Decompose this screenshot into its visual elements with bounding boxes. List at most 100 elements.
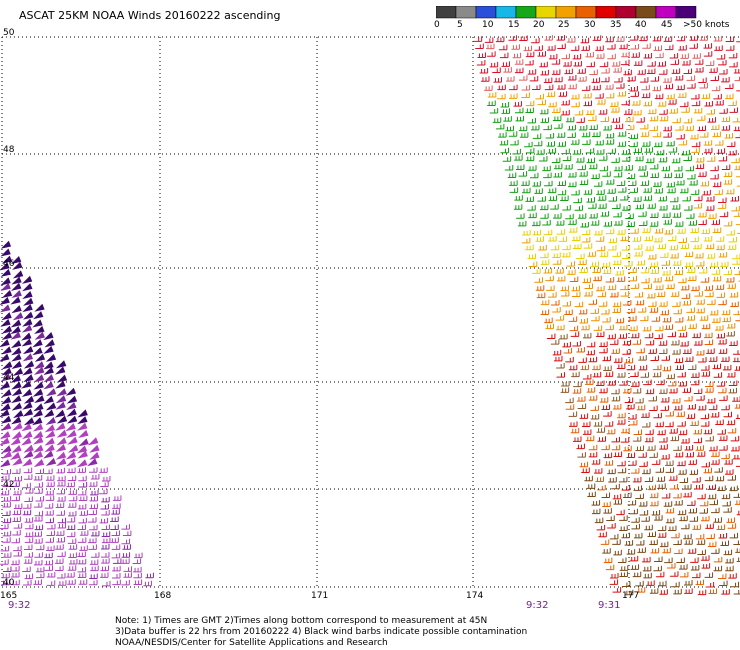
wind-barb [580,364,589,371]
wind-barb [57,496,66,502]
wind-barb [12,270,24,279]
wind-barb [611,117,621,123]
wind-barb [683,155,692,162]
wind-barb [679,187,689,194]
wind-barb [622,339,632,346]
wind-barb [705,291,714,298]
wind-barb [32,423,44,432]
wind-barb [522,187,531,194]
wind-barb [57,523,67,529]
wind-barb [678,237,687,244]
wind-barb [715,99,724,106]
wind-barb [723,549,733,556]
wind-barb [730,435,740,442]
wind-barb [576,396,586,402]
wind-barb [685,165,695,172]
wind-barb [580,37,590,44]
wind-barb [701,371,711,377]
wind-barb [647,108,657,115]
wind-barb [707,299,716,305]
wind-barb [55,530,65,536]
wind-barb [641,141,651,147]
wind-barb [561,381,570,387]
wind-barb [660,309,669,316]
wind-barb [571,291,581,297]
wind-barb [601,492,611,498]
wind-barb [678,469,687,475]
wind-barb [609,579,619,585]
wind-barb [632,571,642,578]
wind-barb [514,107,524,114]
wind-barb [703,51,713,57]
wind-barb [712,363,721,370]
wind-barb [32,409,43,418]
wind-barb [570,139,580,145]
wind-barb [538,244,547,251]
wind-barb [13,503,23,510]
wind-barb [607,44,616,50]
wind-barb [579,461,589,468]
wind-barb [10,374,21,383]
wind-barb [518,171,528,177]
wind-barb [601,261,611,268]
wind-barb [704,339,714,346]
wind-barb [77,489,87,496]
wind-barb [21,275,33,284]
wind-barb [551,300,560,306]
wind-barb [573,381,582,388]
wind-barb [684,588,693,594]
wind-barb [564,68,573,75]
wind-barb [57,481,66,487]
wind-barb [77,467,86,473]
wind-barb [637,547,646,553]
wind-barb [21,380,32,389]
wind-barb [596,99,606,105]
wind-barb [620,284,629,291]
wind-barb [630,228,639,234]
wind-barb [724,83,734,89]
wind-barb [11,395,22,404]
wind-barb [684,251,694,258]
wind-barb [498,44,508,51]
wind-barb [532,133,542,139]
wind-barb [649,588,659,594]
wind-barb [594,517,604,524]
wind-barb [635,580,644,587]
wind-barb [553,213,562,219]
wind-barb [717,485,726,492]
wind-barb [77,524,87,531]
wind-barb [672,349,681,355]
wind-barb [626,221,635,228]
wind-barb [23,444,34,453]
latitude-label: 46 [3,259,15,269]
wind-barb [77,422,88,431]
wind-barb [538,155,548,162]
wind-barb [646,292,656,299]
wind-barb [654,515,663,521]
wind-barb [619,195,629,201]
wind-barb [703,43,713,49]
wind-barb [693,195,703,202]
wind-barb [23,467,33,474]
legend-label: 25 [558,20,570,30]
legend-label: 45 [661,20,673,30]
wind-barb [720,261,729,267]
wind-barb [676,133,685,140]
wind-barb [633,429,643,435]
wind-barb [77,551,86,557]
wind-barb [716,524,726,531]
wind-barb [562,244,571,251]
wind-barb [10,331,21,340]
wind-barb [571,101,580,108]
wind-barb [589,69,598,75]
wind-barb [613,549,622,556]
wind-barb [65,423,76,432]
wind-barb [46,545,55,552]
wind-barb [555,268,564,274]
wind-barb [562,341,571,348]
wind-barb [691,93,700,100]
wind-barb [101,558,110,564]
wind-barb [121,538,131,545]
wind-barb [668,475,678,481]
wind-barb [670,59,680,65]
